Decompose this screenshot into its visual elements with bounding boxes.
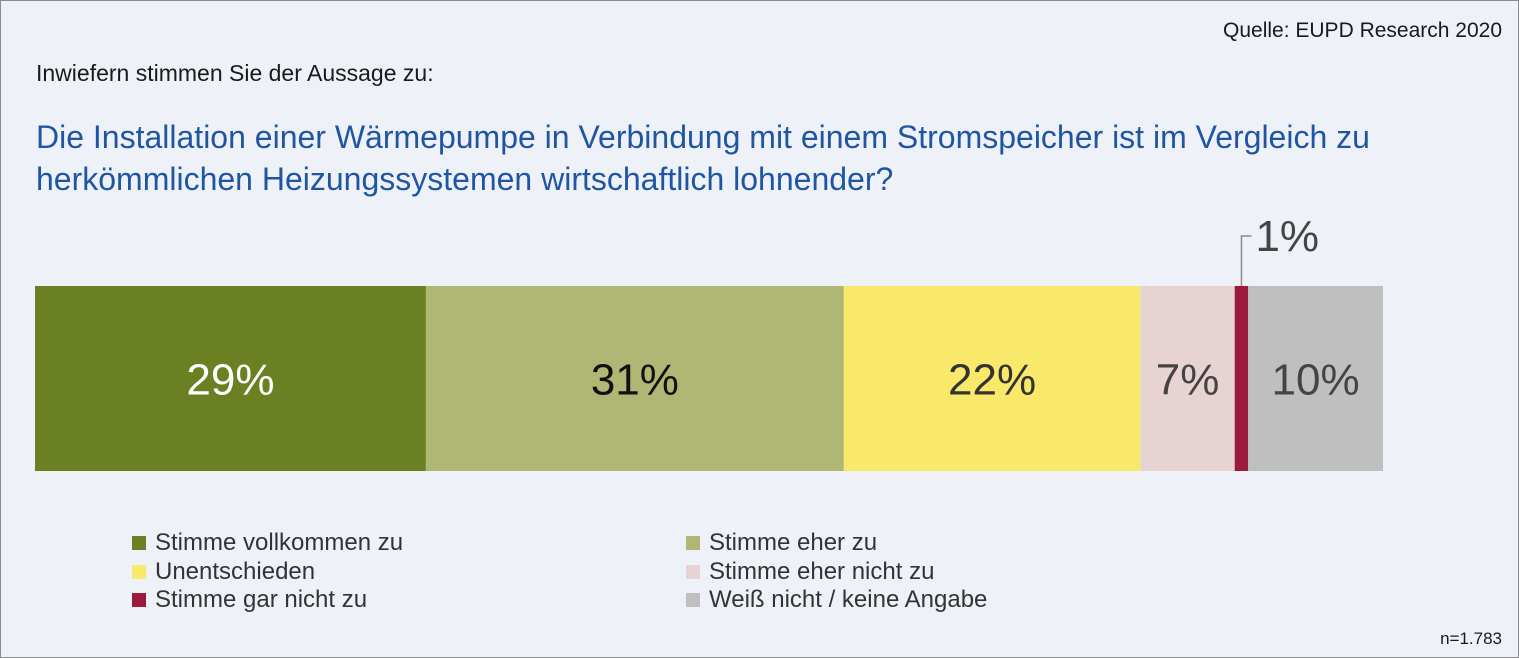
legend-swatch <box>132 536 146 551</box>
bar-segment-0 <box>35 286 426 471</box>
legend-swatch <box>686 593 700 608</box>
sample-size: n=1.783 <box>1440 629 1502 648</box>
legend-item: Unentschieden <box>132 558 686 587</box>
legend: Stimme vollkommen zu Stimme eher zu Unents… <box>132 529 1086 615</box>
data-label-4: 1% <box>1255 212 1319 261</box>
legend-swatch <box>686 536 700 551</box>
legend-label: Stimme eher zu <box>709 529 878 557</box>
legend-label: Weiß nicht / keine Angabe <box>709 586 988 614</box>
legend-item: Stimme vollkommen zu <box>132 529 686 558</box>
bar-segment-4 <box>1234 286 1249 471</box>
legend-item: Weiß nicht / keine Angabe <box>686 586 1086 615</box>
legend-label: Stimme eher nicht zu <box>709 557 935 585</box>
stacked-bar-chart: 29% 31% 22% 7% 1% 10% <box>35 212 1383 471</box>
legend-swatch <box>132 564 146 579</box>
legend-label: Stimme vollkommen zu <box>155 529 404 557</box>
callout-line <box>1240 235 1252 286</box>
legend-label: Unentschieden <box>155 557 316 585</box>
legend-swatch <box>686 564 700 579</box>
data-label-3: 7% <box>1156 356 1220 405</box>
legend-item: Stimme eher nicht zu <box>686 558 1086 587</box>
legend-label: Stimme gar nicht zu <box>155 586 368 614</box>
data-label-0: 29% <box>186 356 274 405</box>
bar-segment-3 <box>1140 286 1235 471</box>
legend-item: Stimme gar nicht zu <box>132 586 686 615</box>
legend-item: Stimme eher zu <box>686 529 1086 558</box>
source-label: Quelle: EUPD Research 2020 <box>1223 19 1502 42</box>
data-label-1: 31% <box>591 356 679 405</box>
bar-segment-2 <box>843 286 1141 471</box>
bar-segment-1 <box>425 286 844 471</box>
legend-swatch <box>132 593 146 608</box>
intro-text: Inwiefern stimmen Sie der Aussage zu: <box>36 60 434 86</box>
data-label-5: 10% <box>1272 356 1360 405</box>
data-label-2: 22% <box>948 356 1036 405</box>
bar-segment-5 <box>1248 286 1383 471</box>
question-title: Die Installation einer Wärmepumpe in Ver… <box>36 119 1370 197</box>
